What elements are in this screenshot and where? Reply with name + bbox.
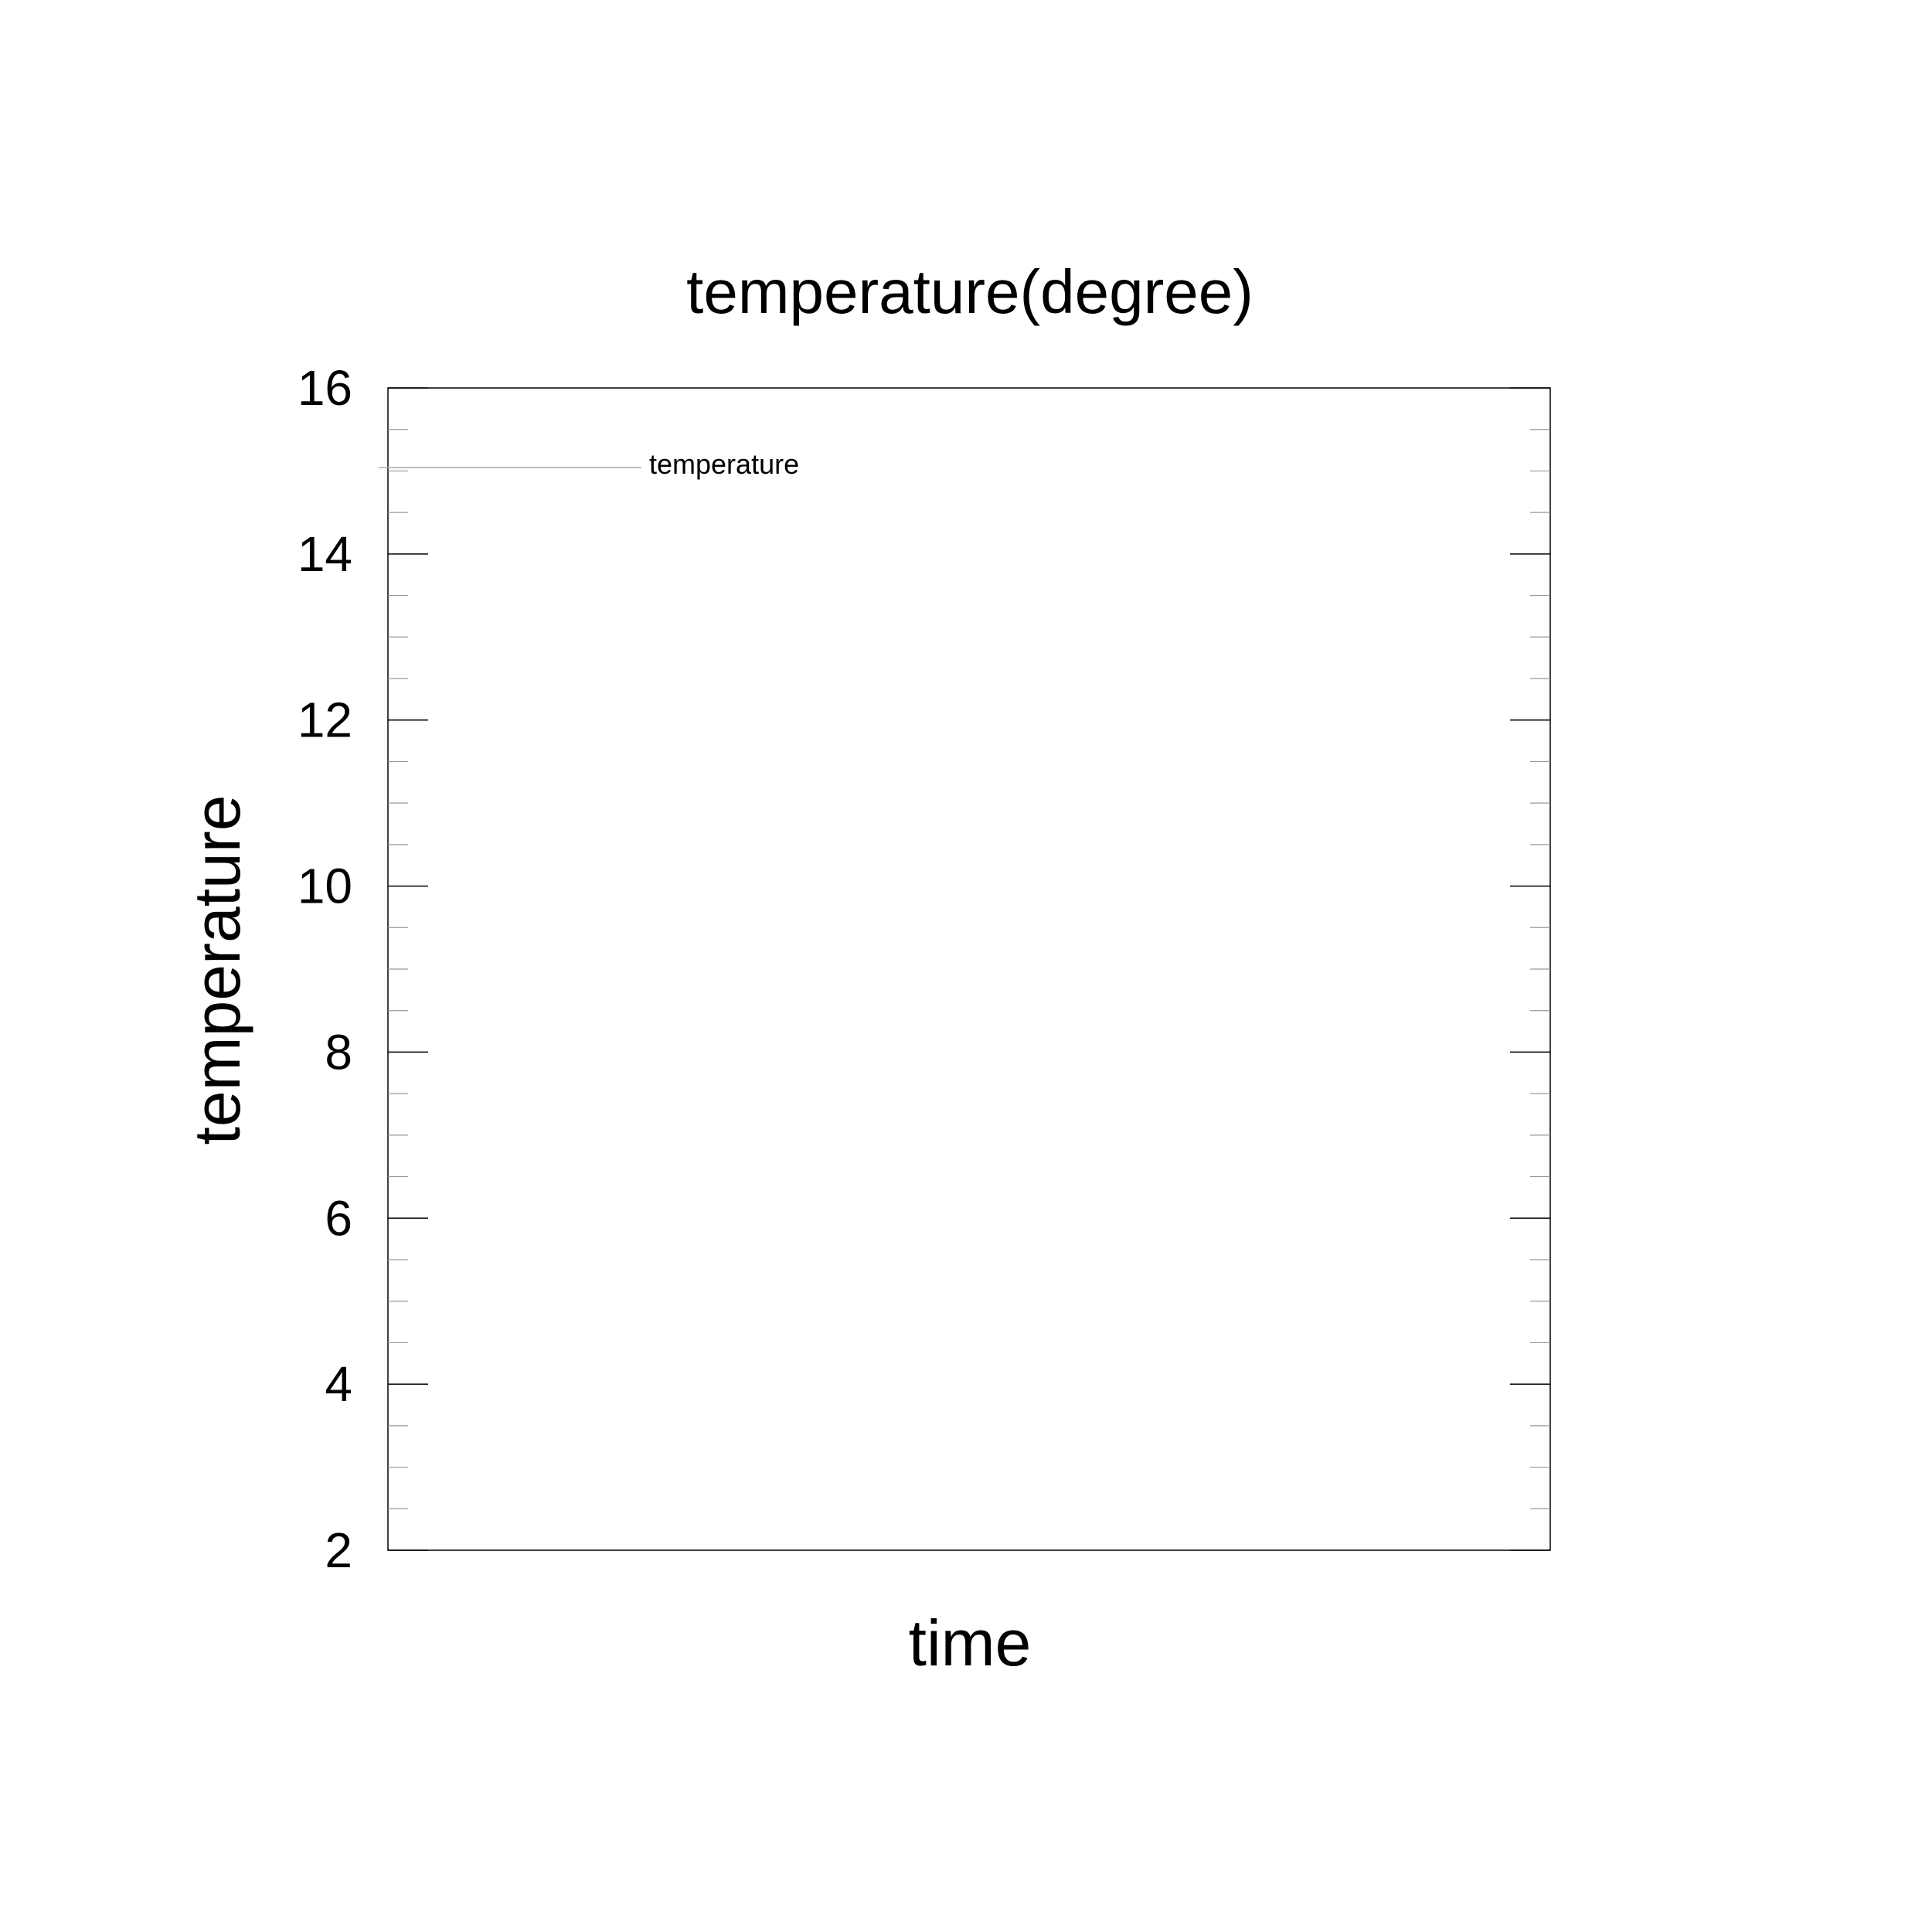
y-tick-label: 2 bbox=[325, 1522, 352, 1578]
y-tick-label: 14 bbox=[298, 526, 352, 582]
y-tick-label: 8 bbox=[325, 1024, 352, 1080]
legend: temperature bbox=[379, 448, 799, 480]
y-axis-tick-labels: 2 4 6 8 10 12 14 16 bbox=[298, 360, 352, 1578]
y-tick-label: 4 bbox=[325, 1356, 352, 1412]
chart-title: temperature(degree) bbox=[686, 257, 1253, 326]
x-axis-label: time bbox=[909, 1607, 1032, 1679]
y-tick-label: 12 bbox=[298, 692, 352, 748]
plot-area-frame bbox=[387, 387, 1551, 1551]
legend-label-temperature: temperature bbox=[649, 448, 799, 480]
y-tick-label: 6 bbox=[325, 1190, 352, 1246]
y-axis-ticks bbox=[388, 387, 1550, 1551]
y-tick-label: 16 bbox=[298, 360, 352, 416]
y-axis-label: temperature bbox=[181, 795, 253, 1145]
y-tick-label: 10 bbox=[298, 859, 352, 914]
